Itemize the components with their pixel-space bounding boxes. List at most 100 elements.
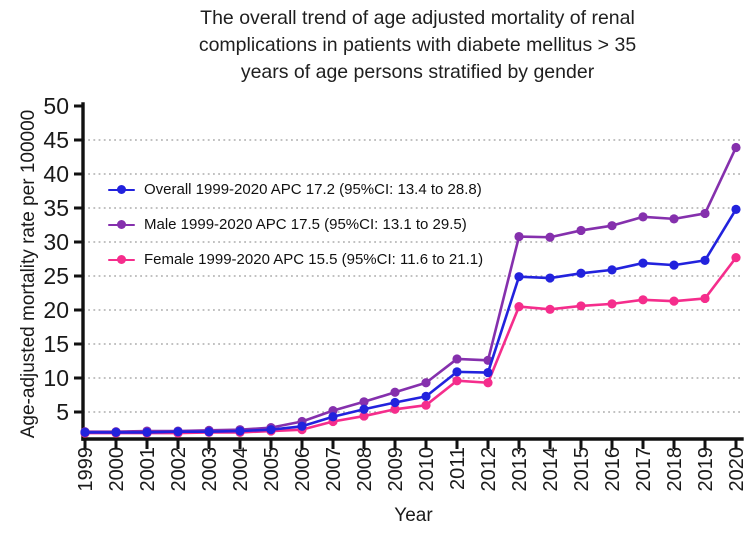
data-point-overall-2011 <box>452 367 462 377</box>
x-tick-label: 2018 <box>664 447 686 492</box>
series-line-overall <box>85 208 738 434</box>
data-point-male-2014 <box>545 232 555 242</box>
data-point-overall-2019 <box>700 255 710 265</box>
legend: Overall 1999-2020 APC 17.2 (95%CI: 13.4 … <box>108 172 483 277</box>
legend-item-overall: Overall 1999-2020 APC 17.2 (95%CI: 13.4 … <box>108 172 483 207</box>
data-point-overall-2002 <box>173 427 183 437</box>
data-point-female-2008 <box>359 411 369 421</box>
data-point-overall-2001 <box>142 427 152 437</box>
data-point-male-2013 <box>514 231 524 242</box>
data-point-male-2017 <box>638 212 648 222</box>
data-point-female-2019 <box>700 293 710 304</box>
data-point-female-2020 <box>731 253 741 263</box>
data-point-female-2013 <box>514 302 524 312</box>
data-point-overall-2012 <box>483 367 493 378</box>
y-tick-label: 10 <box>43 365 69 391</box>
data-point-female-2009 <box>390 404 400 414</box>
chart-title-line-3: years of age persons stratified by gende… <box>240 61 595 83</box>
x-tick-label: 2017 <box>633 447 655 492</box>
x-tick-label: 2000 <box>106 447 128 492</box>
data-point-female-2016 <box>607 299 617 309</box>
data-point-overall-2016 <box>607 265 617 275</box>
legend-item-male: Male 1999-2020 APC 17.5 (95%CI: 13.1 to … <box>108 207 483 242</box>
data-point-overall-2005 <box>266 425 276 435</box>
x-tick-label: 2006 <box>292 447 314 492</box>
x-tick-label: 2009 <box>385 447 407 492</box>
data-point-overall-2009 <box>390 397 400 408</box>
x-tick-label: 2013 <box>509 447 531 492</box>
data-point-overall-2007 <box>328 412 338 422</box>
x-tick-label: 2008 <box>354 447 376 492</box>
data-point-overall-2003 <box>204 427 214 437</box>
data-point-overall-2006 <box>297 421 307 431</box>
y-tick-label: 5 <box>56 399 69 425</box>
x-tick-label: 2002 <box>168 447 190 492</box>
y-tick-label: 40 <box>43 161 69 187</box>
x-tick-label: 2001 <box>137 447 159 492</box>
y-ticks: 5 10 15 20 25 30 35 40 45 50 <box>43 93 83 425</box>
data-point-overall-2010 <box>421 391 431 401</box>
chart-title: The overall trend of age adjusted mortal… <box>85 5 750 86</box>
y-tick-label: 25 <box>43 263 69 289</box>
data-point-male-2020 <box>731 142 741 153</box>
legend-marker-male-icon <box>108 219 135 230</box>
x-tick-label: 2012 <box>478 447 500 492</box>
y-tick-label: 45 <box>43 127 69 153</box>
data-point-overall-2013 <box>514 272 524 282</box>
x-tick-label: 2014 <box>540 447 562 492</box>
y-tick-label: 50 <box>43 93 69 119</box>
chart-title-line-2: complications in patients with diabete m… <box>198 34 637 56</box>
data-point-female-2017 <box>638 295 648 305</box>
data-point-overall-1999 <box>80 427 90 437</box>
legend-marker-female-icon <box>108 254 135 265</box>
legend-label-male: Male 1999-2020 APC 17.5 (95%CI: 13.1 to … <box>144 216 467 233</box>
x-tick-label: 2019 <box>695 447 717 492</box>
legend-label-overall: Overall 1999-2020 APC 17.2 (95%CI: 13.4 … <box>144 181 482 198</box>
data-point-female-2018 <box>669 296 679 306</box>
data-point-female-2012 <box>483 378 493 388</box>
data-point-overall-2018 <box>669 260 679 270</box>
x-tick-label: 2007 <box>323 447 345 492</box>
y-tick-label: 30 <box>43 229 69 255</box>
x-tick-label: 2020 <box>726 447 748 492</box>
x-tick-label: 2015 <box>571 447 593 492</box>
data-point-male-2016 <box>607 221 617 231</box>
data-point-male-2009 <box>390 387 400 397</box>
x-tick-label: 2004 <box>230 447 252 492</box>
legend-item-female: Female 1999-2020 APC 15.5 (95%CI: 11.6 t… <box>108 242 483 277</box>
data-point-male-2015 <box>576 225 586 236</box>
data-point-male-2008 <box>359 397 369 407</box>
gridlines <box>83 139 742 413</box>
data-point-female-2015 <box>576 301 586 311</box>
y-tick-label: 15 <box>43 331 69 357</box>
data-point-overall-2008 <box>359 404 369 414</box>
data-point-overall-2015 <box>576 268 586 278</box>
y-tick-label: 35 <box>43 195 69 221</box>
series-female <box>80 253 741 438</box>
legend-label-female: Female 1999-2020 APC 15.5 (95%CI: 11.6 t… <box>144 251 484 268</box>
axes <box>81 102 744 441</box>
series-overall <box>80 204 741 437</box>
x-tick-label: 2011 <box>447 447 469 490</box>
data-point-overall-2014 <box>545 273 555 283</box>
series-line-female <box>85 256 738 435</box>
data-point-female-2010 <box>421 400 431 410</box>
data-point-male-2011 <box>452 354 462 364</box>
data-point-overall-2000 <box>111 427 121 437</box>
x-tick-label: 2005 <box>261 447 283 492</box>
data-point-male-2010 <box>421 378 431 388</box>
x-ticks: 1999 2000 2001 2002 2003 2004 2005 2006 2007 2008… <box>75 440 748 492</box>
data-point-overall-2020 <box>731 204 741 214</box>
y-tick-label: 20 <box>43 297 69 323</box>
data-point-male-2018 <box>669 214 679 224</box>
x-axis-label: Year <box>394 505 433 526</box>
chart-title-line-1: The overall trend of age adjusted mortal… <box>200 7 635 29</box>
x-tick-label: 1999 <box>75 447 97 492</box>
x-tick-label: 2003 <box>199 447 221 492</box>
data-point-female-2011 <box>452 376 462 386</box>
x-tick-label: 2016 <box>602 447 624 492</box>
data-point-female-2014 <box>545 304 555 314</box>
data-point-overall-2004 <box>235 426 245 436</box>
